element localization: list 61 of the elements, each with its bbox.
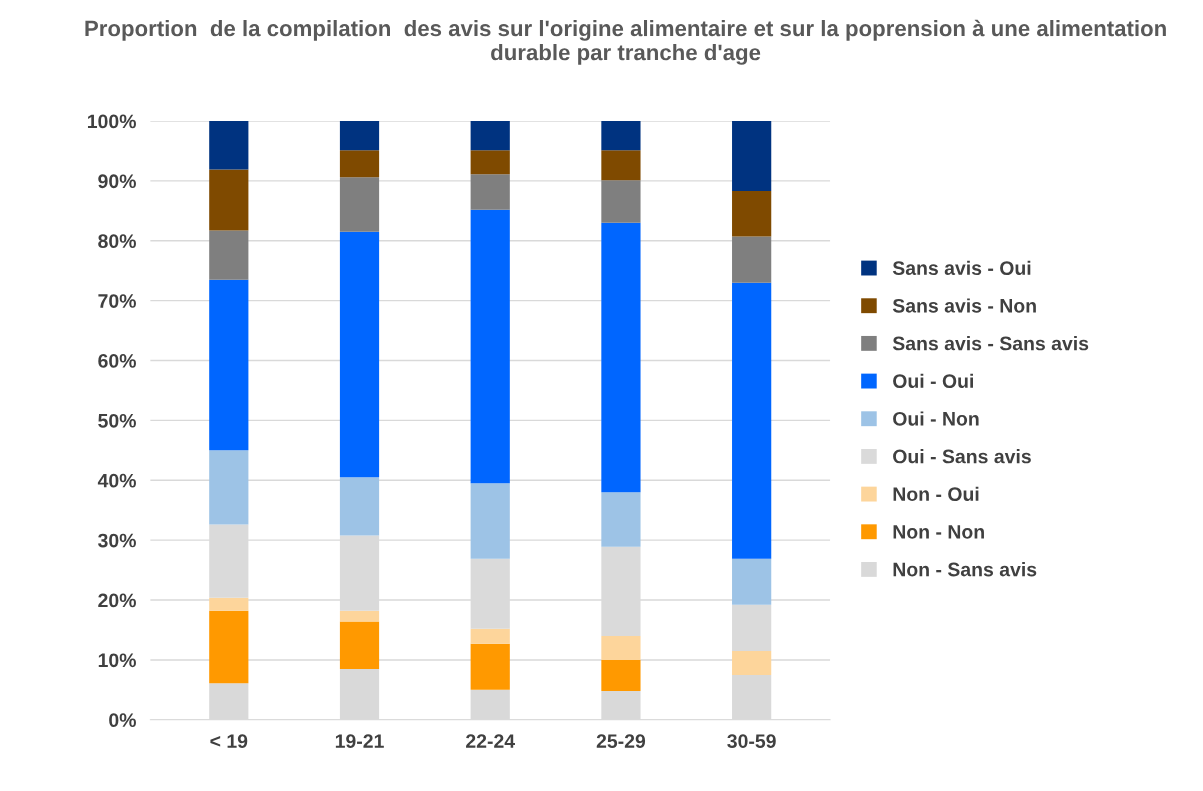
y-tick-label: 10% bbox=[98, 653, 136, 668]
bar bbox=[601, 222, 641, 493]
legend-label: Sans avis - Oui bbox=[892, 260, 1031, 275]
bar bbox=[209, 121, 249, 170]
y-tick-label: 0% bbox=[109, 713, 136, 728]
y-tick-label: 20% bbox=[98, 593, 136, 608]
y-tick-label: 90% bbox=[98, 174, 136, 189]
bar bbox=[732, 121, 772, 192]
bar bbox=[470, 121, 510, 151]
y-tick-label: 50% bbox=[98, 413, 136, 428]
legend-label: Oui - Sans avis bbox=[893, 449, 1031, 464]
bar bbox=[339, 150, 380, 178]
y-tick-label: 70% bbox=[98, 294, 136, 308]
bar bbox=[209, 230, 249, 280]
bar bbox=[470, 483, 510, 559]
bar bbox=[339, 231, 380, 478]
bar bbox=[339, 610, 380, 622]
bar bbox=[209, 169, 249, 231]
chart-title: Proportion de la compilation des avis sur l'origine alimentaire et sur la poprension à une alimentation durable par tranche d'age bbox=[85, 19, 1166, 65]
y-tick-label: 30% bbox=[98, 533, 136, 548]
bar bbox=[339, 477, 380, 536]
bar bbox=[732, 558, 772, 605]
legend-label: Non - Sans avis bbox=[893, 562, 1037, 577]
bar bbox=[601, 492, 641, 547]
bar bbox=[732, 604, 772, 651]
bar bbox=[470, 628, 510, 644]
x-tick-label: 22-24 bbox=[466, 734, 515, 748]
legend-label: Non - Non bbox=[893, 525, 984, 539]
y-tick-label: 40% bbox=[97, 473, 136, 488]
bar bbox=[601, 180, 641, 223]
y-tick-label: 60% bbox=[98, 354, 136, 368]
legend-label: Oui - Oui bbox=[893, 373, 973, 389]
bar bbox=[339, 121, 380, 151]
legend-label: Non - Oui bbox=[893, 486, 979, 502]
bar bbox=[470, 150, 510, 175]
bar bbox=[601, 659, 641, 692]
bar bbox=[732, 650, 772, 675]
legend-label: Oui - Non bbox=[893, 411, 979, 426]
x-tick-label: < 19 bbox=[210, 734, 248, 748]
bar bbox=[209, 610, 249, 684]
x-tick-label: 25-29 bbox=[596, 734, 646, 748]
bar bbox=[339, 621, 380, 669]
bar bbox=[601, 150, 641, 181]
bar bbox=[339, 177, 380, 232]
bar bbox=[209, 597, 249, 611]
bar bbox=[470, 209, 510, 484]
x-tick-label: 19-21 bbox=[335, 734, 384, 748]
y-tick-label: 100% bbox=[87, 114, 136, 129]
legend-label: Sans avis - Sans avis bbox=[892, 336, 1089, 351]
x-tick-label: 30-59 bbox=[727, 734, 776, 749]
bar bbox=[601, 635, 641, 660]
bar bbox=[470, 174, 510, 210]
bar bbox=[209, 279, 249, 451]
y-tick-label: 80% bbox=[98, 234, 136, 249]
bar bbox=[209, 450, 249, 525]
bar bbox=[732, 236, 772, 283]
bar bbox=[732, 191, 772, 237]
legend-label: Sans avis - Non bbox=[892, 298, 1036, 313]
bar bbox=[732, 282, 772, 559]
bar bbox=[470, 643, 510, 690]
bar bbox=[601, 121, 641, 151]
